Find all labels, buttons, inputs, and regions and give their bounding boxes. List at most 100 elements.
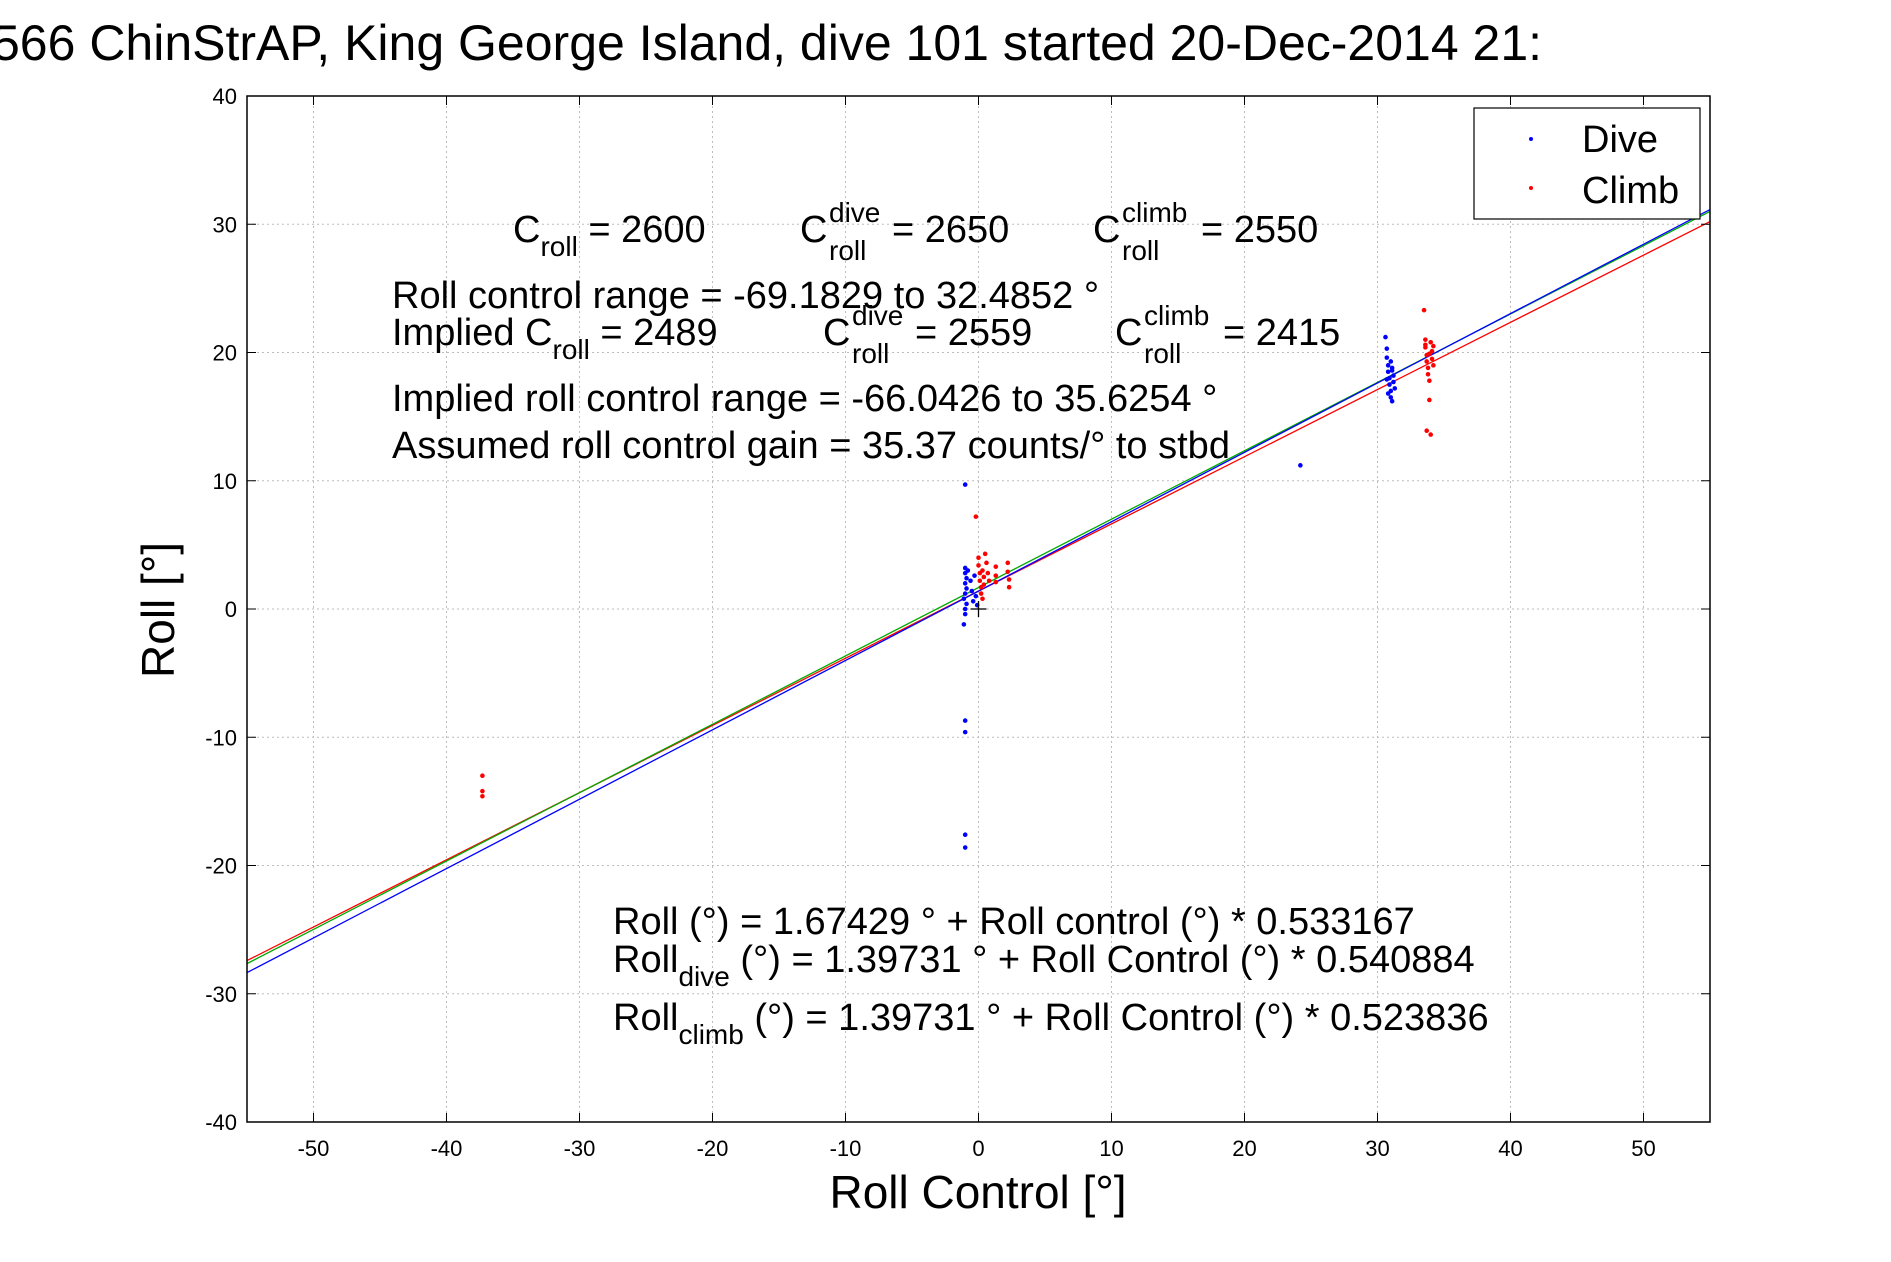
dive-point [1389, 368, 1395, 373]
y-tick-label: -10 [205, 725, 237, 750]
dive-point [1383, 334, 1388, 340]
x-tick-label: 0 [972, 1136, 984, 1161]
y-tick-label: 30 [213, 212, 237, 237]
dive-point [1384, 355, 1390, 360]
implied-subscript: roll [553, 334, 590, 365]
y-axis-label: Roll [°] [132, 542, 184, 678]
dive-point [1385, 363, 1391, 368]
climb-point [1428, 339, 1433, 345]
equation-climb-rest: (°) = 1.39731 ° + Roll Control (°) * 0.5… [744, 997, 1489, 1039]
climb-point [993, 579, 999, 585]
climb-point [982, 551, 988, 557]
climb-point [1005, 569, 1011, 575]
equation-dive-subscript: dive [678, 961, 729, 992]
c-roll-value: = 2600 [578, 209, 706, 251]
x-axis-label: Roll Control [°] [829, 1166, 1126, 1218]
climb-point [993, 573, 999, 578]
implied-climb-subscript: roll [1144, 338, 1181, 369]
climb-point [976, 555, 981, 560]
climb-point [1424, 359, 1430, 364]
climb-point [981, 582, 987, 587]
x-tick-label: 40 [1498, 1136, 1522, 1161]
dive-point [970, 599, 976, 604]
y-tick-label: -30 [205, 982, 237, 1007]
dive-point [964, 601, 969, 607]
series-dive [961, 334, 1398, 850]
dive-point [961, 596, 967, 602]
dive-point [961, 622, 967, 627]
climb-point [980, 568, 985, 573]
legend-climb-label: Climb [1582, 170, 1679, 212]
x-tick-label: 20 [1232, 1136, 1256, 1161]
dive-point [962, 832, 968, 838]
roll-control-range: Roll control range = -69.1829 to 32.4852… [392, 275, 1099, 317]
dive-point [973, 593, 979, 599]
dive-point [968, 578, 973, 584]
y-tick-label: -40 [205, 1110, 237, 1135]
y-tick-label: 10 [213, 469, 237, 494]
dive-point [1391, 379, 1396, 385]
dive-point [972, 573, 977, 578]
x-tick-label: -10 [830, 1136, 862, 1161]
climb-point [1425, 372, 1431, 377]
climb-point [1006, 577, 1012, 582]
equation-dive-rest: (°) = 1.39731 ° + Roll Control (°) * 0.5… [730, 939, 1475, 981]
dive-point [1385, 391, 1391, 396]
implied-climb-superscript: climb [1144, 300, 1209, 331]
climb-point [977, 578, 983, 584]
c-dive-subscript: roll [829, 235, 866, 266]
assumed-gain: Assumed roll control gain = 35.37 counts… [392, 425, 1230, 467]
climb-point [1428, 432, 1433, 437]
c-roll-symbol: C [513, 209, 540, 251]
climb-point [480, 793, 485, 799]
climb-point [1421, 307, 1427, 313]
climb-point [1423, 342, 1428, 348]
data-points [480, 307, 1436, 850]
implied-prefix: Implied C [392, 312, 553, 354]
implied-dive-symbol: C [823, 312, 850, 354]
climb-point [1423, 337, 1428, 342]
legend-dive-label: Dive [1582, 119, 1658, 161]
dive-point [962, 581, 968, 586]
implied-dive-subscript: roll [852, 338, 889, 369]
dive-point [1384, 377, 1390, 382]
climb-point [981, 574, 987, 580]
legend-climb-marker [1529, 186, 1533, 190]
annotations: Croll = 2600 C dive roll = 2650 C climb … [392, 197, 1489, 1050]
dive-point [964, 586, 969, 591]
dive-point [1388, 359, 1394, 364]
climb-point [973, 514, 979, 519]
y-tick-label: 20 [213, 341, 237, 366]
climb-point [1425, 365, 1431, 371]
dive-point [962, 482, 968, 487]
x-tick-label: -20 [697, 1136, 729, 1161]
equation-dive-prefix: Roll [613, 939, 678, 981]
implied-range: Implied roll control range = -66.0426 to… [392, 378, 1217, 420]
dive-point [962, 845, 968, 850]
dive-point [965, 568, 971, 573]
x-tick-label: 10 [1099, 1136, 1123, 1161]
dive-point [962, 606, 968, 612]
dive-point [962, 718, 968, 723]
climb-point [976, 563, 981, 568]
climb-point [480, 773, 485, 779]
climb-point [980, 596, 985, 602]
implied-climb-value: = 2415 [1223, 312, 1340, 354]
climb-point [1427, 397, 1432, 403]
c-dive-value: = 2650 [892, 209, 1009, 251]
equation-dive: Rolldive (°) = 1.39731 ° + Roll Control … [613, 939, 1475, 992]
dive-point [962, 611, 968, 617]
dive-point [1391, 373, 1396, 378]
c-climb-subscript: roll [1122, 235, 1159, 266]
x-tick-label: 30 [1365, 1136, 1389, 1161]
x-tick-label: -50 [298, 1136, 330, 1161]
climb-point [1424, 428, 1430, 434]
implied-dive-superscript: dive [852, 300, 903, 331]
climb-point [1429, 356, 1435, 362]
legend: Dive Climb [1473, 107, 1701, 220]
axis-ticks: -50 -40 -30 -20 -10 0 10 20 30 40 50 -40 -30 -20 -10 0 1… [205, 84, 1710, 1161]
y-tick-label: -20 [205, 854, 237, 879]
chart-title: 566 ChinStrAP, King George Island, dive … [0, 15, 1542, 71]
climb-point [993, 564, 999, 569]
